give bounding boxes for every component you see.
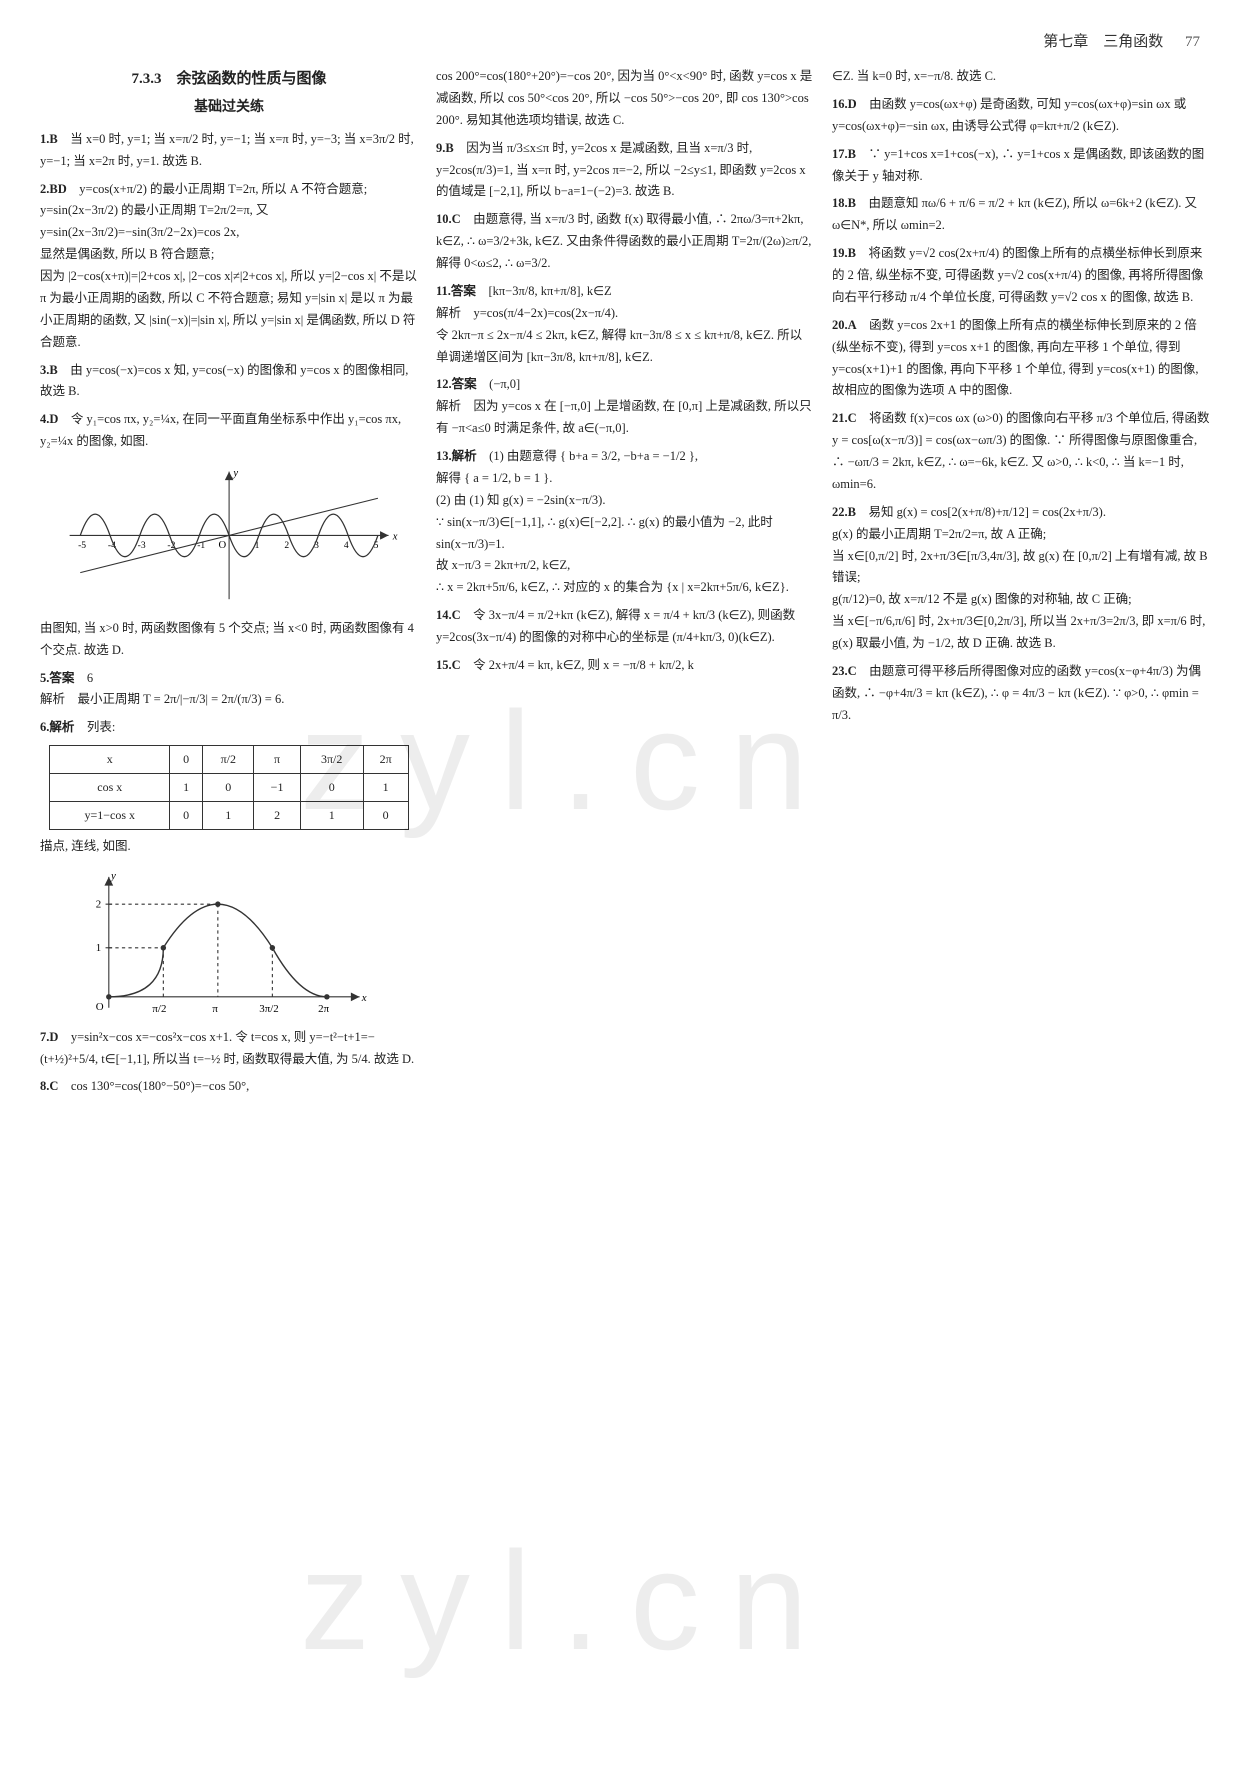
q19: 19.B 将函数 y=√2 cos(2x+π/4) 的图像上所有的点横坐标伸长到… xyxy=(832,243,1210,309)
q15-cont: ∈Z. 当 k=0 时, x=−π/8. 故选 C. xyxy=(832,66,1210,88)
svg-text:y: y xyxy=(232,468,238,479)
table-q6: x 0 π/2 π 3π/2 2π cos x1 0−1 01 y=1−cos … xyxy=(49,745,408,830)
section-title: 7.3.3 余弦函数的性质与图像 xyxy=(40,66,418,92)
q16: 16.D 由函数 y=cos(ωx+φ) 是奇函数, 可知 y=cos(ωx+φ… xyxy=(832,94,1210,138)
q17: 17.B ∵ y=1+cos x=1+cos(−x), ∴ y=1+cos x … xyxy=(832,144,1210,188)
q4-end: 由图知, 当 x>0 时, 两函数图像有 5 个交点; 当 x<0 时, 两函数… xyxy=(40,618,418,662)
q8-cont: cos 200°=cos(180°+20°)=−cos 20°, 因为当 0°<… xyxy=(436,66,814,132)
svg-text:π/2: π/2 xyxy=(153,1003,167,1015)
q20: 20.A 函数 y=cos 2x+1 的图像上所有点的横坐标伸长到原来的 2 倍… xyxy=(832,315,1210,403)
graph-q4: x y O -5-4 -3-2 -1 12 34 5 xyxy=(59,461,399,610)
svg-text:2: 2 xyxy=(96,899,101,911)
q13: 13.解析 (1) 由题意得 { b+a = 3/2, −b+a = −1/2 … xyxy=(436,446,814,599)
q4: 4.D 令 y₁=cos πx, y₂=¼x, 在同一平面直角坐标系中作出 y₁… xyxy=(40,409,418,453)
q6-tail: 描点, 连线, 如图. xyxy=(40,836,418,858)
svg-text:-5: -5 xyxy=(78,540,86,551)
svg-text:2: 2 xyxy=(284,540,289,551)
q1: 1.B 当 x=0 时, y=1; 当 x=π/2 时, y=−1; 当 x=π… xyxy=(40,129,418,173)
q11: 11.答案 [kπ−3π/8, kπ+π/8], k∈Z 解析 y=cos(π/… xyxy=(436,281,814,369)
subsection-title: 基础过关练 xyxy=(40,96,418,121)
column-3: ∈Z. 当 k=0 时, x=−π/8. 故选 C. 16.D 由函数 y=co… xyxy=(832,66,1210,1104)
svg-text:2π: 2π xyxy=(318,1003,329,1015)
q7: 7.D y=sin²x−cos x=−cos²x−cos x+1. 令 t=co… xyxy=(40,1027,418,1071)
page-header: 第七章 三角函数 77 xyxy=(40,30,1210,51)
q2: 2.BD y=cos(x+π/2) 的最小正周期 T=2π, 所以 A 不符合题… xyxy=(40,179,418,354)
svg-text:x: x xyxy=(361,992,367,1004)
column-1: 7.3.3 余弦函数的性质与图像 基础过关练 1.B 当 x=0 时, y=1;… xyxy=(40,66,418,1104)
graph-q6: O x y 1 2 π/2 π 3π/2 2π xyxy=(87,866,371,1019)
svg-text:x: x xyxy=(392,532,398,543)
q3: 3.B 由 y=cos(−x)=cos x 知, y=cos(−x) 的图像和 … xyxy=(40,360,418,404)
q5: 5.答案 6 解析 最小正周期 T = 2π/|−π/3| = 2π/(π/3)… xyxy=(40,668,418,712)
svg-text:3π/2: 3π/2 xyxy=(260,1003,279,1015)
q15: 15.C 令 2x+π/4 = kπ, k∈Z, 则 x = −π/8 + kπ… xyxy=(436,655,814,677)
page-number: 77 xyxy=(1185,34,1200,50)
q9: 9.B 因为当 π/3≤x≤π 时, y=2cos x 是减函数, 且当 x=π… xyxy=(436,138,814,204)
q21: 21.C 将函数 f(x)=cos ωx (ω>0) 的图像向右平移 π/3 个… xyxy=(832,408,1210,496)
q22: 22.B 易知 g(x) = cos[2(x+π/8)+π/12] = cos(… xyxy=(832,502,1210,655)
q10: 10.C 由题意得, 当 x=π/3 时, 函数 f(x) 取得最小值, ∴ 2… xyxy=(436,209,814,275)
svg-text:O: O xyxy=(96,1001,104,1013)
q23: 23.C 由题意可得平移后所得图像对应的函数 y=cos(x−φ+4π/3) 为… xyxy=(832,661,1210,727)
svg-text:O: O xyxy=(218,540,226,551)
q14: 14.C 令 3x−π/4 = π/2+kπ (k∈Z), 解得 x = π/4… xyxy=(436,605,814,649)
svg-text:1: 1 xyxy=(96,942,101,954)
svg-text:y: y xyxy=(110,870,116,882)
svg-text:π: π xyxy=(213,1003,219,1015)
svg-text:-3: -3 xyxy=(138,540,146,551)
q18: 18.B 由题意知 πω/6 + π/6 = π/2 + kπ (k∈Z), 所… xyxy=(832,193,1210,237)
chapter-title: 第七章 三角函数 xyxy=(1043,34,1163,50)
column-2: cos 200°=cos(180°+20°)=−cos 20°, 因为当 0°<… xyxy=(436,66,814,1104)
q12: 12.答案 (−π,0] 解析 因为 y=cos x 在 [−π,0] 上是增函… xyxy=(436,374,814,440)
q6: 6.解析 列表: xyxy=(40,717,418,739)
watermark-icon: zyl.cn xyxy=(300,1520,838,1682)
svg-text:4: 4 xyxy=(344,540,349,551)
q8: 8.C cos 130°=cos(180°−50°)=−cos 50°, xyxy=(40,1076,418,1098)
